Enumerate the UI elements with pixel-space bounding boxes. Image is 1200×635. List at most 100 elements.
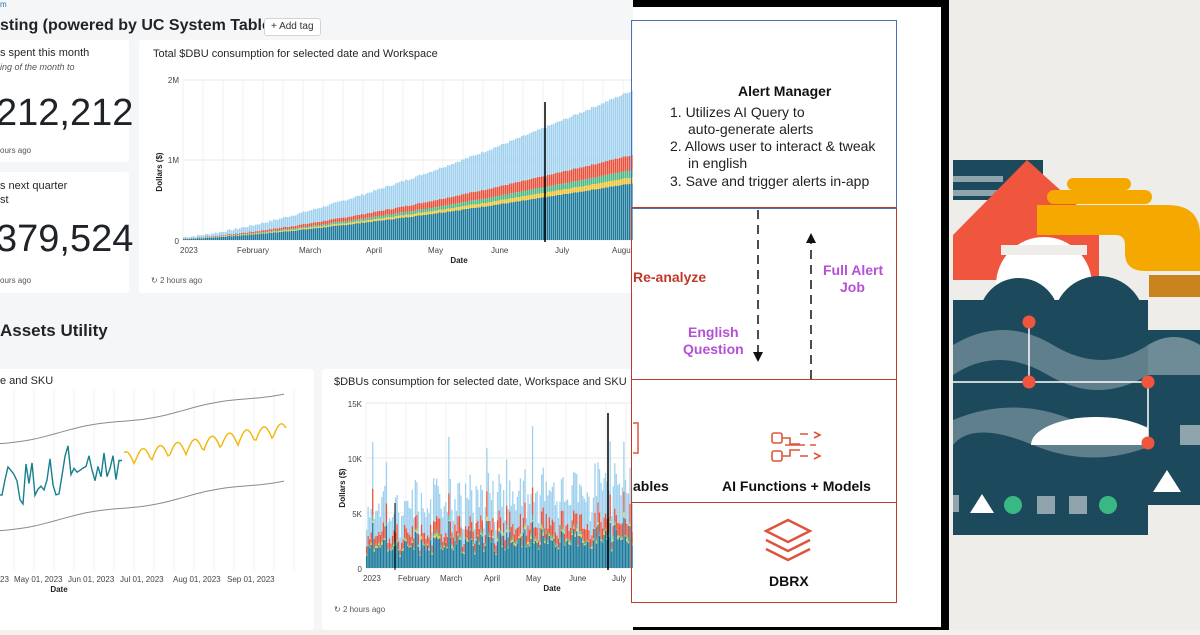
stacked-bar-segment	[603, 517, 604, 530]
stacked-bar-segment	[445, 206, 447, 210]
stacked-bar-segment	[558, 547, 559, 548]
stacked-bar-segment	[418, 545, 419, 546]
stacked-bar-segment	[540, 541, 541, 542]
stacked-bar-segment	[299, 227, 301, 228]
stacked-bar-segment	[500, 517, 501, 530]
stacked-bar-segment	[375, 219, 377, 221]
stacked-bar-segment	[463, 194, 465, 202]
stacked-bar-segment	[381, 220, 383, 240]
stacked-bar-segment	[415, 529, 416, 530]
kpi-value: 379,524	[0, 218, 133, 261]
stacked-bar-segment	[465, 209, 467, 240]
stacked-bar-segment	[257, 234, 259, 240]
stacked-bar-segment	[561, 531, 562, 568]
stacked-bar-segment	[544, 541, 545, 543]
stacked-bar-segment	[497, 196, 499, 201]
stacked-bar-segment	[445, 167, 447, 198]
stacked-bar-segment	[559, 538, 560, 541]
stacked-bar-segment	[197, 237, 199, 238]
stacked-bar-segment	[289, 227, 291, 229]
stacked-bar-segment	[479, 529, 480, 541]
stacked-bar-segment	[509, 202, 511, 240]
stacked-bar-segment	[549, 192, 551, 197]
stacked-bar-segment	[389, 215, 391, 218]
stacked-bar-segment	[313, 225, 315, 227]
stacked-bar-segment	[427, 212, 429, 215]
stacked-bar-segment	[543, 507, 544, 528]
stacked-bar-segment	[457, 210, 459, 240]
stacked-bar-segment	[309, 229, 311, 240]
stacked-bar-segment	[475, 192, 477, 200]
stacked-bar-segment	[553, 124, 555, 174]
stacked-bar-segment	[584, 545, 585, 568]
stacked-bar-segment	[506, 505, 507, 525]
stacked-bar-segment	[205, 234, 207, 237]
stacked-bar-segment	[389, 217, 391, 219]
stacked-bar-segment	[255, 234, 257, 240]
total-dbu-chart[interactable]: 2M 1M 0 2023 February March April May Ju…	[139, 62, 633, 292]
stacked-bar-segment	[563, 171, 565, 183]
stacked-bar-segment	[443, 212, 445, 240]
stacked-bar-segment	[287, 229, 289, 230]
stacked-bar-segment	[568, 531, 569, 540]
stacked-bar-segment	[615, 180, 617, 186]
stacked-bar-segment	[450, 522, 451, 537]
stacked-bar-segment	[289, 231, 291, 240]
sku-dbu-chart[interactable]: 15K 10K 5K 0 2023 February March April M…	[322, 393, 633, 623]
stacked-bar-segment	[471, 200, 473, 204]
stacked-bar-segment	[418, 534, 419, 544]
add-tag-button[interactable]: + Add tag	[264, 18, 321, 36]
stacked-bar-segment	[619, 483, 620, 523]
forecast-line-chart[interactable]: 23 May 01, 2023 Jun 01, 2023 Jul 01, 202…	[0, 389, 314, 629]
stacked-bar-segment	[253, 232, 255, 233]
stacked-bar-segment	[497, 537, 498, 539]
breadcrumb-link[interactable]: m	[0, 0, 7, 9]
stacked-bar-segment	[468, 526, 469, 540]
stacked-bar-segment	[508, 546, 509, 548]
stacked-bar-segment	[561, 479, 562, 510]
stacked-bar-segment	[393, 514, 394, 530]
stacked-bar-segment	[315, 209, 317, 222]
stacked-bar-segment	[372, 523, 373, 568]
stacked-bar-segment	[597, 184, 599, 189]
stacked-bar-segment	[301, 213, 303, 225]
stacked-bar-segment	[429, 211, 431, 214]
stacked-bar-segment	[521, 547, 522, 568]
stacked-bar-segment	[279, 231, 281, 232]
stacked-bar-segment	[380, 546, 381, 547]
stacked-bar-segment	[431, 552, 432, 553]
stacked-bar-segment	[591, 513, 592, 536]
stacked-bar-segment	[568, 540, 569, 542]
stacked-bar-segment	[371, 220, 373, 222]
stacked-bar-segment	[617, 536, 618, 539]
stacked-bar-segment	[501, 546, 502, 547]
stacked-bar-segment	[497, 147, 499, 187]
stacked-bar-segment	[443, 167, 445, 198]
stacked-bar-segment	[309, 211, 311, 224]
add-tag-label: Add tag	[279, 21, 313, 32]
stacked-bar-segment	[601, 188, 603, 240]
stacked-bar-segment	[279, 218, 281, 227]
stacked-bar-segment	[591, 189, 593, 240]
stacked-bar-segment	[305, 224, 307, 227]
stacked-bar-segment	[575, 534, 576, 536]
stacked-bar-segment	[520, 533, 521, 534]
stacked-bar-segment	[413, 178, 415, 204]
stacked-bar-segment	[185, 239, 187, 240]
stacked-bar-segment	[573, 181, 575, 187]
stacked-bar-segment	[271, 221, 273, 229]
stacked-bar-segment	[347, 221, 349, 223]
stacked-bar-segment	[474, 553, 475, 555]
stacked-bar-segment	[576, 513, 577, 524]
stacked-bar-segment	[473, 544, 474, 546]
stacked-bar-segment	[416, 533, 417, 568]
stacked-bar-segment	[365, 194, 367, 214]
stacked-bar-segment	[573, 192, 575, 240]
stacked-bar-segment	[537, 188, 539, 194]
stacked-bar-segment	[569, 193, 571, 240]
stacked-bar-segment	[413, 205, 415, 211]
stacked-bar-segment	[445, 542, 446, 568]
stacked-bar-segment	[457, 162, 459, 196]
stacked-bar-segment	[441, 534, 442, 546]
stacked-bar-segment	[353, 216, 355, 220]
